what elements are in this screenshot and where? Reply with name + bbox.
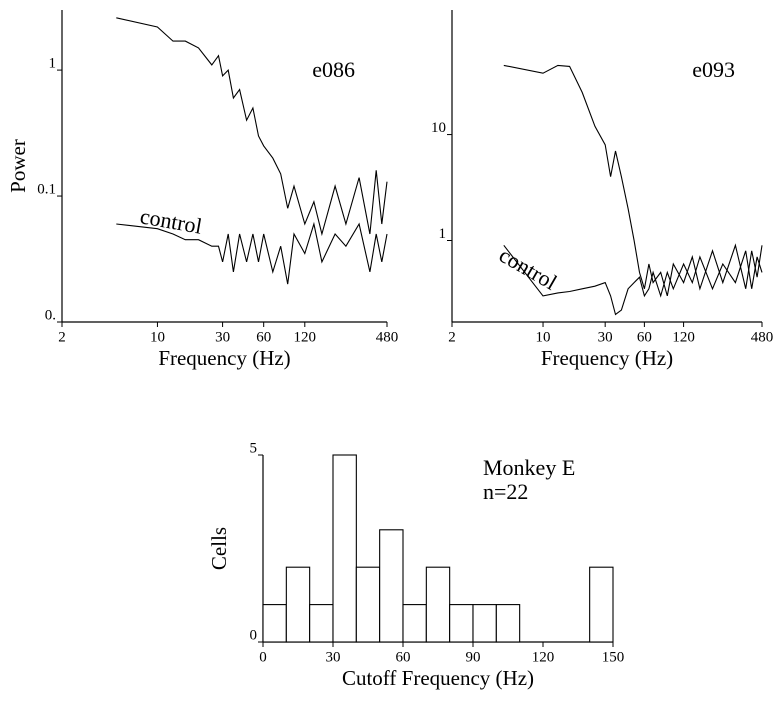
x-tick-label: 480 (376, 329, 399, 345)
x-tick-label: 120 (672, 329, 695, 345)
x-tick-label: 2 (58, 329, 66, 345)
x-tick-label: 150 (602, 649, 625, 665)
bar (379, 529, 404, 643)
annotation: n=22 (483, 479, 528, 504)
x-tick-label: 60 (396, 649, 411, 665)
y-tick-label: 5 (250, 440, 258, 456)
annotation: e086 (312, 57, 355, 82)
y-axis-label: Cells (207, 527, 231, 570)
y-tick-label: 0 (250, 627, 258, 643)
bar (472, 604, 497, 643)
y-tick-label: 0.1 (37, 181, 56, 197)
x-tick-label: 120 (532, 649, 555, 665)
x-tick-label: 90 (466, 649, 481, 665)
bar (355, 566, 381, 643)
line (503, 244, 763, 316)
x-tick-label: 60 (256, 329, 271, 345)
x-tick-label: 30 (215, 329, 230, 345)
x-tick-label: 10 (150, 329, 165, 345)
x-tick-label: 10 (536, 329, 551, 345)
bar (425, 566, 451, 643)
bar (449, 604, 474, 643)
x-tick-label: 60 (637, 329, 652, 345)
line (116, 221, 388, 285)
x-axis-label: Cutoff Frequency (Hz) (342, 666, 534, 690)
x-tick-label: 480 (751, 329, 774, 345)
y-axis-label: Power (6, 139, 30, 193)
x-axis-label: Frequency (Hz) (541, 346, 673, 370)
x-tick-label: 30 (326, 649, 341, 665)
x-tick-label: 2 (448, 329, 456, 345)
annotation: Monkey E (483, 455, 575, 480)
bar (495, 604, 521, 643)
line (116, 17, 388, 237)
bar (309, 604, 334, 643)
x-tick-label: 120 (294, 329, 317, 345)
bar (262, 604, 287, 643)
y-tick-label: 1 (439, 226, 447, 242)
annotation: e093 (692, 57, 735, 82)
y-tick-label: 1 (49, 56, 57, 72)
x-tick-label: 30 (598, 329, 613, 345)
bar (402, 604, 427, 643)
series-label: control (138, 203, 204, 238)
bar (332, 454, 357, 643)
y-tick-label: 0. (45, 307, 56, 323)
x-axis-label: Frequency (Hz) (158, 346, 290, 370)
series-label: control (495, 242, 561, 295)
bar (285, 566, 311, 643)
y-tick-label: 10 (431, 120, 446, 136)
bar (589, 566, 614, 643)
x-tick-label: 0 (259, 649, 267, 665)
